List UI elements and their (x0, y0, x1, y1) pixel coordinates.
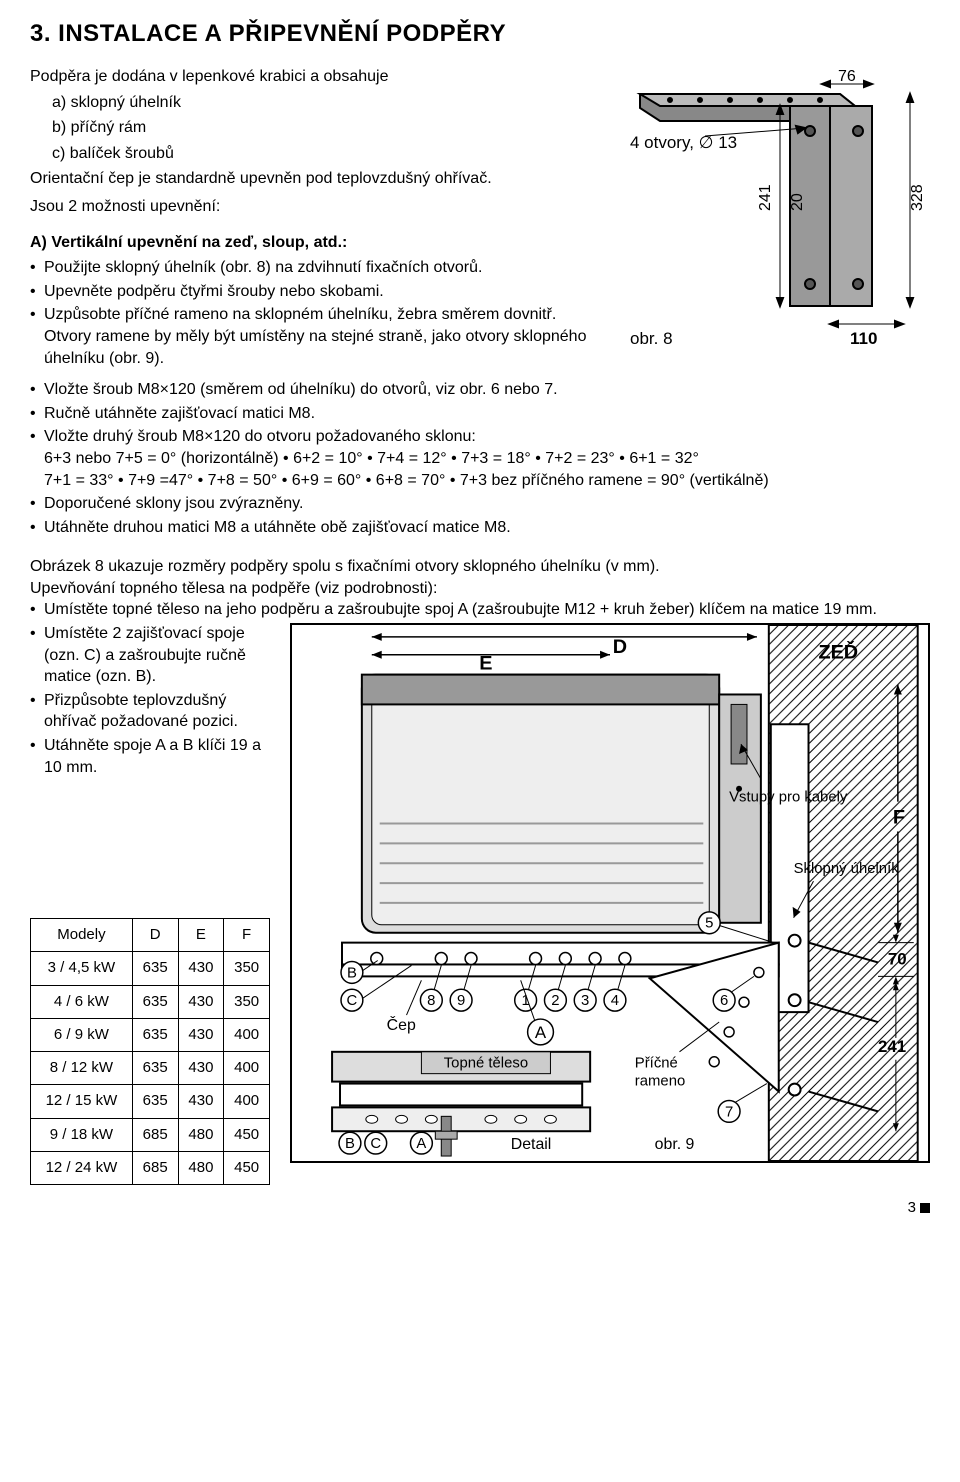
th: F (224, 919, 270, 952)
angles-line: 7+1 = 33° • 7+9 =47° • 7+8 = 50° • 6+9 =… (44, 472, 769, 489)
svg-text:4: 4 (611, 993, 619, 1009)
svg-text:241: 241 (878, 1037, 906, 1056)
dim-20: 20 (789, 193, 806, 211)
td: 12 / 15 kW (31, 1085, 133, 1118)
svg-text:Příčnérameno: Příčnérameno (635, 1056, 685, 1090)
para: Upevňování topného tělesa na podpěře (vi… (30, 578, 930, 600)
td: 8 / 12 kW (31, 1052, 133, 1085)
figure-9: E D ZEĎ Vstupy pro kabely Sklopný úhelní… (290, 623, 930, 1163)
td: 350 (224, 952, 270, 985)
td: 430 (178, 1018, 224, 1051)
bullet: Doporučené sklony jsou zvýrazněny. (30, 493, 930, 515)
td: 3 / 4,5 kW (31, 952, 133, 985)
page-number: 3 (30, 1199, 930, 1216)
svg-text:C: C (370, 1136, 381, 1152)
svg-text:Detail: Detail (511, 1136, 552, 1153)
td: 635 (132, 1018, 178, 1051)
bullet: Uzpůsobte příčné rameno na sklopném úhel… (30, 304, 590, 369)
bullet: Upevněte podpěru čtyřmi šrouby nebo skob… (30, 281, 590, 303)
intro-b: b) příčný rám (52, 117, 590, 139)
td: 400 (224, 1018, 270, 1051)
td: 12 / 24 kW (31, 1151, 133, 1184)
td: 685 (132, 1118, 178, 1151)
intro-a: a) sklopný úhelník (52, 92, 590, 114)
svg-text:A: A (535, 1023, 547, 1042)
svg-text:7: 7 (725, 1104, 733, 1120)
svg-text:B: B (345, 1136, 355, 1152)
dim-110: 110 (850, 329, 877, 348)
bullet: Přizpůsobte teplovzdušný ohřívač požadov… (30, 690, 280, 733)
td: 480 (178, 1151, 224, 1184)
dim-241: 241 (757, 184, 774, 211)
subhead-a: A) Vertikální upevnění na zeď, sloup, at… (30, 232, 590, 254)
svg-text:Topné těleso: Topné těleso (444, 1056, 528, 1072)
th: D (132, 919, 178, 952)
td: 4 / 6 kW (31, 985, 133, 1018)
bullet: Utáhněte druhou matici M8 a utáhněte obě… (30, 517, 930, 539)
intro-c: c) balíček šroubů (52, 143, 590, 165)
svg-text:A: A (416, 1136, 426, 1152)
td: 430 (178, 1052, 224, 1085)
td: 9 / 18 kW (31, 1118, 133, 1151)
svg-text:F: F (893, 807, 905, 829)
td: 635 (132, 1085, 178, 1118)
svg-text:E: E (479, 653, 492, 675)
td: 430 (178, 1085, 224, 1118)
angles-line: 6+3 nebo 7+5 = 0° (horizontálně) • 6+2 =… (44, 450, 699, 467)
fig8-caption: obr. 8 (630, 329, 673, 348)
svg-text:2: 2 (551, 993, 559, 1009)
svg-text:3: 3 (581, 993, 589, 1009)
svg-text:6: 6 (720, 993, 728, 1009)
svg-text:ZEĎ: ZEĎ (818, 640, 858, 664)
bullet: Vložte druhý šroub M8×120 do otvoru poža… (30, 426, 930, 491)
svg-text:70: 70 (888, 950, 907, 969)
dim-76: 76 (838, 68, 856, 85)
svg-text:obr. 9: obr. 9 (655, 1136, 695, 1153)
td: 430 (178, 952, 224, 985)
svg-text:9: 9 (457, 993, 465, 1009)
figure-8: 4 otvory, ∅ 13 241 20 76 328 110 obr. 8 (610, 66, 930, 366)
td: 450 (224, 1118, 270, 1151)
models-table: Modely D E F 3 / 4,5 kW6354303504 / 6 kW… (30, 918, 270, 1185)
th: Modely (31, 919, 133, 952)
bullet: Umístěte topné těleso na jeho podpěru a … (30, 599, 930, 621)
bullet: Umístěte 2 zajišťovací spoje (ozn. C) a … (30, 623, 280, 688)
bullet: Utáhněte spoje A a B klíči 19 a 10 mm. (30, 735, 280, 778)
td: 685 (132, 1151, 178, 1184)
intro-line: Podpěra je dodána v lepenkové krabici a … (30, 66, 590, 88)
para: Obrázek 8 ukazuje rozměry podpěry spolu … (30, 556, 930, 578)
td: 350 (224, 985, 270, 1018)
td: 450 (224, 1151, 270, 1184)
svg-text:Vstupy pro kabely: Vstupy pro kabely (729, 790, 848, 806)
svg-text:Sklopný úhelník: Sklopný úhelník (794, 861, 900, 877)
page-title: 3. INSTALACE A PŘIPEVNĚNÍ PODPĚRY (30, 20, 930, 48)
fig8-holes-label: 4 otvory, ∅ 13 (630, 133, 737, 152)
td: 635 (132, 1052, 178, 1085)
td: 430 (178, 985, 224, 1018)
td: 6 / 9 kW (31, 1018, 133, 1051)
svg-text:Čep: Čep (387, 1015, 416, 1034)
bullet: Použijte sklopný úhelník (obr. 8) na zdv… (30, 257, 590, 279)
td: 400 (224, 1052, 270, 1085)
svg-text:5: 5 (705, 916, 713, 932)
intro-orient: Orientační čep je standardně upevněn pod… (30, 168, 590, 190)
bullet: Vložte šroub M8×120 (směrem od úhelníku)… (30, 379, 930, 401)
th: E (178, 919, 224, 952)
intro-options: Jsou 2 možnosti upevnění: (30, 196, 590, 218)
td: 635 (132, 985, 178, 1018)
svg-text:8: 8 (427, 993, 435, 1009)
svg-text:B: B (347, 965, 357, 981)
bullet: Ručně utáhněte zajišťovací matici M8. (30, 403, 930, 425)
td: 400 (224, 1085, 270, 1118)
svg-text:D: D (613, 636, 627, 658)
dim-328: 328 (909, 184, 926, 211)
svg-text:C: C (347, 993, 358, 1009)
td: 635 (132, 952, 178, 985)
td: 480 (178, 1118, 224, 1151)
